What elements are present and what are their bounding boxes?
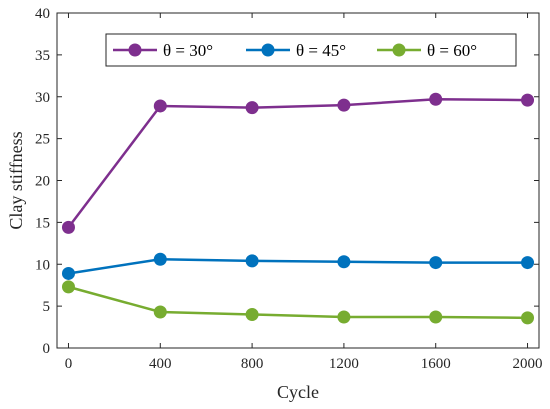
data-point	[153, 99, 167, 113]
legend-entry: θ = 45°	[246, 41, 346, 60]
data-point	[153, 252, 167, 266]
data-point	[521, 311, 535, 325]
x-tick-label: 400	[149, 356, 172, 372]
legend-marker	[392, 43, 406, 57]
data-point	[429, 92, 443, 106]
series-1	[61, 92, 535, 234]
series-line	[68, 285, 528, 320]
series-3	[61, 280, 535, 325]
data-point	[61, 266, 75, 280]
data-point	[245, 101, 259, 115]
y-tick-label: 30	[35, 90, 50, 106]
legend-label: θ = 45°	[296, 41, 346, 60]
x-tick-label: 1600	[421, 356, 451, 372]
y-tick-label: 40	[35, 6, 50, 22]
y-tick-label: 35	[35, 48, 50, 64]
data-point	[429, 256, 443, 270]
legend: θ = 30° θ = 45° θ = 60°	[105, 33, 517, 67]
legend-label: θ = 30°	[163, 41, 213, 60]
x-tick-label: 1200	[329, 356, 359, 372]
y-tick-label: 20	[35, 174, 50, 190]
plot-frame	[56, 12, 540, 349]
series-2	[61, 252, 535, 280]
y-tick-label: 15	[35, 215, 50, 231]
data-point	[245, 254, 259, 268]
legend-marker	[128, 43, 142, 57]
y-tick-label: 10	[35, 257, 50, 273]
y-tick-label: 25	[35, 132, 50, 148]
series-line	[68, 257, 528, 275]
legend-marker	[261, 43, 275, 57]
data-point	[245, 308, 259, 321]
legend-entry: θ = 60°	[377, 41, 477, 60]
data-point	[521, 256, 535, 270]
y-tick-label: 0	[43, 341, 51, 357]
data-point	[61, 280, 75, 294]
legend-label: θ = 60°	[427, 41, 477, 60]
data-point	[153, 305, 167, 319]
series-line	[67, 98, 528, 229]
x-tick-label: 800	[241, 356, 264, 372]
x-tick-label: 0	[65, 356, 73, 372]
data-point	[429, 310, 443, 324]
series-layer	[61, 92, 535, 325]
y-axis-title: Clay stiffness	[6, 131, 26, 229]
data-point	[521, 93, 535, 107]
x-axis-title: Cycle	[277, 382, 319, 402]
y-tick-label: 5	[43, 299, 51, 315]
data-point	[337, 98, 351, 112]
x-tick-label: 2000	[513, 356, 543, 372]
data-point	[337, 255, 351, 269]
data-point	[337, 310, 351, 324]
data-point	[61, 220, 75, 234]
legend-box	[105, 33, 517, 67]
legend-entry: θ = 30°	[113, 41, 213, 60]
